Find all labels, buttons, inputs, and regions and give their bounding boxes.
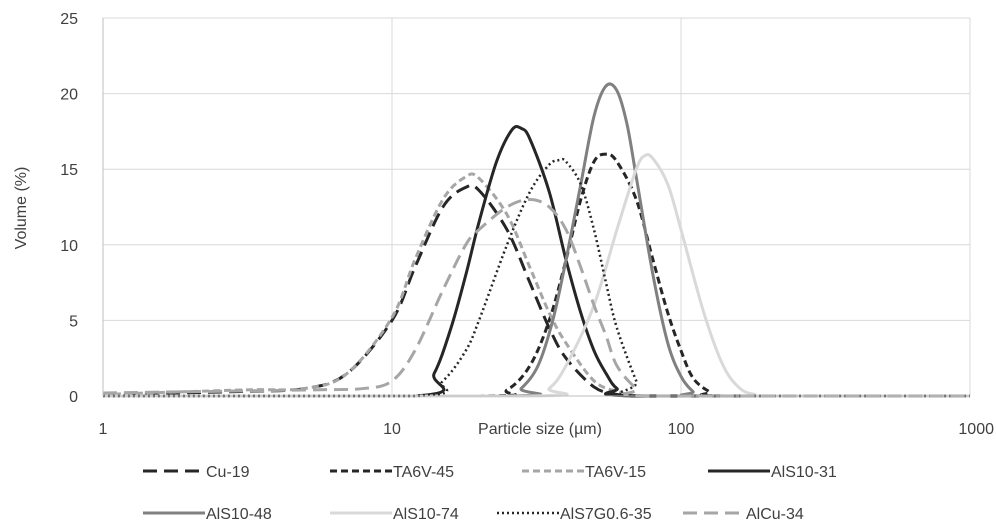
series-group — [102, 82, 970, 398]
legend: Cu-19 TA6V-45 TA6V-15 AlS10-31 AlS10-48 AlS10… — [143, 464, 837, 523]
series-line-cu-19 — [102, 183, 637, 398]
series-line-als7g0-6-35 — [102, 157, 970, 398]
x-tick-label: 1000 — [958, 421, 994, 438]
x-tick-label: 10 — [383, 421, 401, 438]
x-tick-label: 1 — [99, 421, 108, 438]
y-tick-label: 25 — [60, 11, 78, 28]
series-line-als10-48 — [102, 82, 970, 398]
series-line-alcu-34 — [102, 197, 970, 398]
series-line-als10-74 — [102, 153, 970, 398]
legend-label-als10-31: AlS10-31 — [771, 464, 837, 481]
series-line-als10-31 — [102, 124, 970, 398]
x-tick-label: 100 — [668, 421, 695, 438]
grid — [103, 17, 971, 396]
axes — [102, 18, 970, 397]
tick-labels: 0 5 10 15 20 25 1 10 100 1000 — [60, 11, 994, 438]
legend-label-ta6v-15: TA6V-15 — [585, 464, 646, 481]
series-line-ta6v-45 — [102, 152, 970, 398]
legend-label-als10-48: AlS10-48 — [206, 506, 272, 523]
legend-label-alcu-34: AlCu-34 — [746, 506, 804, 523]
y-tick-label: 5 — [69, 313, 78, 330]
legend-label-cu-19: Cu-19 — [206, 464, 250, 481]
y-tick-label: 15 — [60, 162, 78, 179]
series-line-ta6v-15 — [102, 172, 637, 398]
y-axis-title: Volume (%) — [13, 167, 30, 250]
legend-label-als7g0-6-35: AlS7G0.6-35 — [560, 506, 652, 523]
y-tick-label: 10 — [60, 238, 78, 255]
y-tick-label: 20 — [60, 87, 78, 104]
legend-label-ta6v-45: TA6V-45 — [393, 464, 454, 481]
y-tick-label: 0 — [69, 389, 78, 406]
x-axis-title: Particle size (µm) — [478, 421, 602, 438]
legend-label-als10-74: AlS10-74 — [393, 506, 459, 523]
